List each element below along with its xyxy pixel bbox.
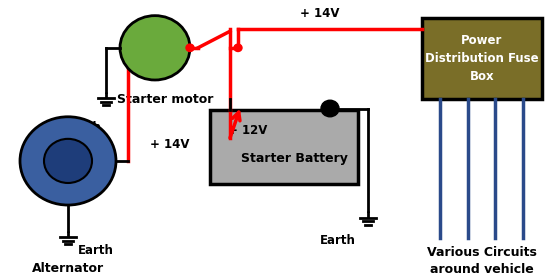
Text: Alternator: Alternator	[32, 262, 104, 275]
Text: + 14V: + 14V	[300, 7, 340, 20]
Circle shape	[44, 139, 92, 183]
Text: + 14V: + 14V	[150, 138, 190, 151]
Bar	[422, 18, 542, 99]
Text: Earth: Earth	[78, 244, 114, 257]
Text: + 12V: + 12V	[228, 124, 268, 137]
Text: Starter Battery: Starter Battery	[241, 152, 348, 165]
Circle shape	[186, 44, 194, 52]
Text: Starter motor: Starter motor	[117, 93, 213, 106]
Text: Power
Distribution Fuse
Box: Power Distribution Fuse Box	[425, 34, 539, 83]
Circle shape	[321, 100, 339, 117]
Text: Earth: Earth	[66, 121, 102, 134]
Text: Earth: Earth	[320, 234, 356, 247]
Bar	[210, 110, 358, 184]
Circle shape	[234, 44, 242, 52]
Circle shape	[20, 117, 116, 205]
Circle shape	[120, 16, 190, 80]
Text: Various Circuits
around vehicle: Various Circuits around vehicle	[427, 245, 537, 276]
